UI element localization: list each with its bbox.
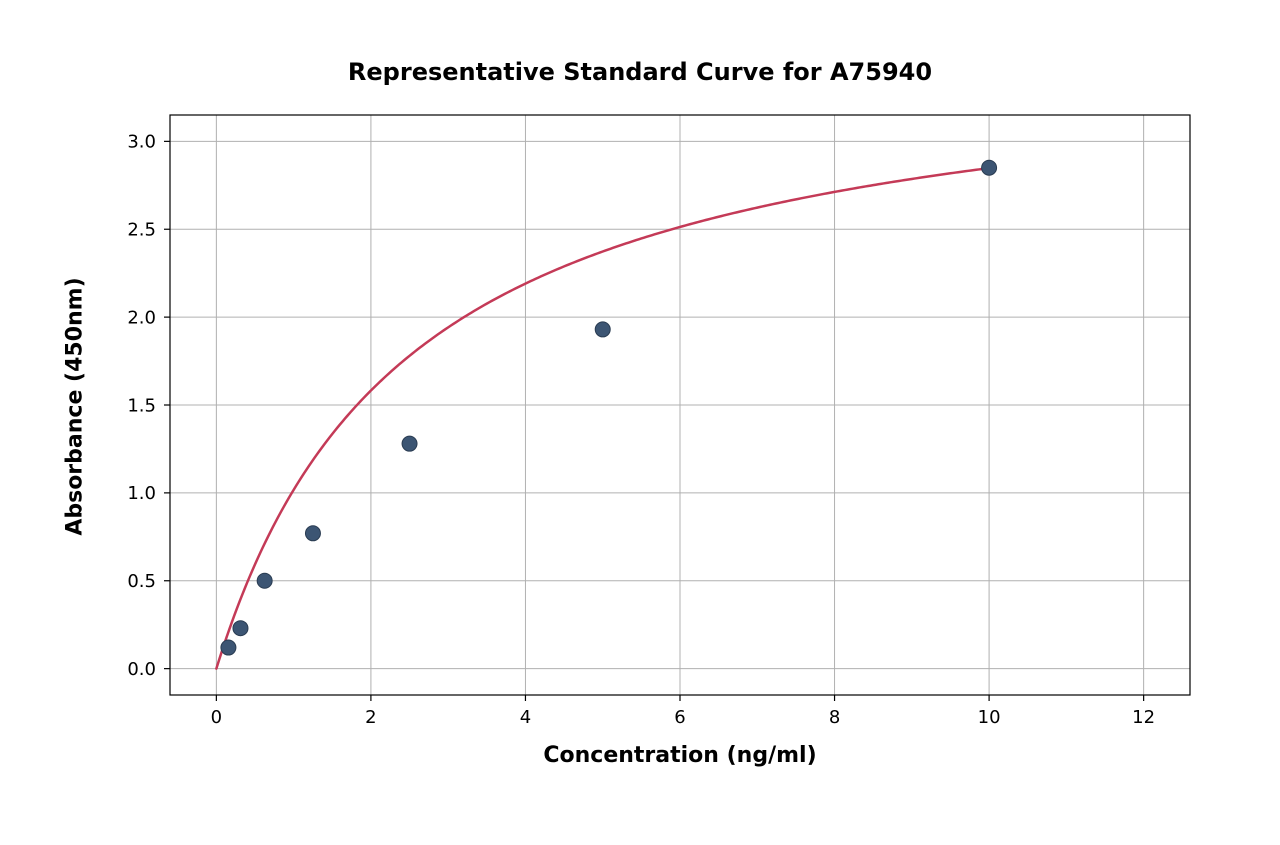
chart-title: Representative Standard Curve for A75940 [0,58,1280,86]
plot-svg: 0246810120.00.51.01.52.02.53.0 [170,115,1190,695]
y-tick-label: 2.5 [127,220,156,241]
data-point [305,526,320,541]
plot-area: 0246810120.00.51.01.52.02.53.0 [170,115,1190,695]
data-point [257,573,272,588]
y-tick-label: 1.5 [127,395,156,416]
x-tick-label: 8 [829,707,840,728]
y-tick-label: 0.5 [127,571,156,592]
data-point [221,640,236,655]
x-tick-label: 10 [978,707,1001,728]
y-tick-label: 0.0 [127,659,156,680]
data-point [982,160,997,175]
x-tick-label: 2 [365,707,376,728]
x-axis-label: Concentration (ng/ml) [170,743,1190,768]
x-tick-label: 12 [1132,707,1155,728]
y-tick-label: 1.0 [127,483,156,504]
x-tick-label: 6 [674,707,685,728]
y-axis-label: Absorbance (450nm) [63,117,88,697]
figure: Representative Standard Curve for A75940… [0,0,1280,845]
y-tick-label: 2.0 [127,307,156,328]
data-point [595,322,610,337]
data-point [402,436,417,451]
y-tick-label: 3.0 [127,132,156,153]
data-point [233,621,248,636]
x-tick-label: 4 [520,707,531,728]
x-tick-label: 0 [211,707,222,728]
